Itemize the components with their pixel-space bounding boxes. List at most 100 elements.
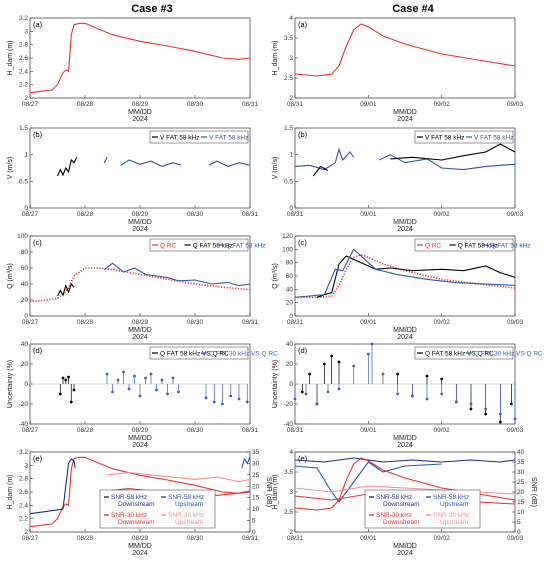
stem-point <box>322 362 326 366</box>
x-tick-label: 09/01 <box>360 211 377 218</box>
y-tick-label: 20 <box>21 361 29 368</box>
series-line <box>294 23 516 77</box>
plot-frame <box>294 127 516 209</box>
legend-sublabel: Upstream <box>175 501 203 508</box>
y-tick-label: 4 <box>289 15 293 22</box>
series-line <box>103 157 108 163</box>
legend-box <box>414 346 514 360</box>
series-line <box>294 457 516 463</box>
stem-point <box>204 396 208 400</box>
stem-point <box>425 397 429 401</box>
series-line <box>390 143 516 161</box>
y-axis-label: H_dam (m) <box>272 474 279 509</box>
x-tick-label: 08/27 <box>22 211 39 218</box>
y2-tick-label: 10 <box>517 509 525 516</box>
x-axis-label: MM/DD <box>128 219 152 226</box>
x-axis-sublabel: 2024 <box>132 442 148 449</box>
y2-tick-label: 35 <box>252 449 260 456</box>
x-tick-label: 09/03 <box>507 535 524 542</box>
x-tick-label: 08/27 <box>22 427 39 434</box>
stem-point <box>440 392 444 396</box>
series-line <box>312 165 329 177</box>
x-tick-label: 08/28 <box>77 319 94 326</box>
stem-point <box>144 376 147 380</box>
legend-label: V FAT 58 kHz <box>209 135 249 142</box>
y-tick-label: 2.2 <box>19 516 28 523</box>
stem-point <box>484 407 488 411</box>
y-axis-label: Q (m³/s) <box>272 263 279 289</box>
stem-point <box>58 392 62 396</box>
stem-point <box>498 412 502 416</box>
x-axis-sublabel: 2024 <box>397 550 413 557</box>
x-tick-label: 08/29 <box>132 535 149 542</box>
x-tick-label: 09/01 <box>360 319 377 326</box>
y2-axis-label: SNR (dB) <box>265 477 272 507</box>
x-tick-label: 08/27 <box>22 101 39 108</box>
x-tick-label: 09/01 <box>360 427 377 434</box>
stem-point <box>454 400 458 404</box>
x-tick-label: 09/01 <box>360 101 377 108</box>
y-tick-label: 2.8 <box>19 42 28 49</box>
plot-frame <box>29 17 251 99</box>
y-tick-label: 2.5 <box>284 75 293 82</box>
y-tick-label: 60 <box>21 265 29 272</box>
x-axis-label: MM/DD <box>393 543 417 550</box>
y-tick-label: -40 <box>284 421 294 428</box>
x-tick-label: 09/02 <box>434 427 451 434</box>
x-axis-label: MM/DD <box>393 219 417 226</box>
legend-label: SNR-30 kHz <box>376 512 412 519</box>
y-tick-label: 3.5 <box>284 469 293 476</box>
y-tick-label: 40 <box>286 341 294 348</box>
y-tick-label: 100 <box>282 246 293 253</box>
case3-e-panel: 2 2.2 2.4 2.6 2.8 3 3.2 0 5 10 15 20 25 30 35 SNR (dB) 0… <box>7 449 272 557</box>
panel-label: (a) <box>33 20 43 29</box>
x-axis-sublabel: 2024 <box>397 442 413 449</box>
y-tick-label: 60 <box>286 273 294 280</box>
stem-point <box>237 397 241 401</box>
y-tick-label: 2.4 <box>19 502 28 509</box>
x-tick-label: 08/31 <box>287 427 304 434</box>
y-axis-label: Uncertainty (%) <box>7 360 14 408</box>
y-tick-label: 0.5 <box>19 178 28 185</box>
stem-point <box>166 392 169 396</box>
x-tick-label: 08/31 <box>287 535 304 542</box>
panel-label: (b) <box>33 130 43 139</box>
stem-point <box>171 376 175 380</box>
case4-d-panel: -40 -20 0 20 40 08/31 09/01 09/02 09/03 MM/DD2024… <box>272 341 543 449</box>
case3-a-panel: 2 2.2 2.4 2.6 2.8 3 3.2 08/27 08/28 08/29 08/30 08/… <box>7 15 259 123</box>
stem-point <box>221 402 224 406</box>
stem-point <box>293 397 297 401</box>
y2-tick-label: 20 <box>517 489 525 496</box>
y2-tick-label: 5 <box>517 519 521 526</box>
legend-box <box>149 130 249 144</box>
y-axis-label: Uncertainty (%) <box>272 360 279 408</box>
y-tick-label: 2.4 <box>19 68 28 75</box>
panel-label: (c) <box>298 238 307 247</box>
x-axis-label: MM/DD <box>128 543 152 550</box>
y2-tick-label: 0 <box>252 529 256 536</box>
y-tick-label: 20 <box>286 300 294 307</box>
x-tick-label: 08/31 <box>287 319 304 326</box>
y-axis-label: Q (m³/s) <box>7 263 14 289</box>
stem-point <box>116 378 120 382</box>
y-tick-label: 0 <box>289 313 293 320</box>
x-axis-sublabel: 2024 <box>397 334 413 341</box>
stem-point <box>337 387 341 391</box>
y2-tick-label: 25 <box>517 479 525 486</box>
stem-point <box>308 372 312 376</box>
y2-tick-label: 35 <box>517 459 525 466</box>
x-tick-label: 08/30 <box>187 427 204 434</box>
panel-label: (b) <box>298 130 308 139</box>
stem-point <box>105 372 109 376</box>
panels: 2 2.2 2.4 2.6 2.8 3 3.2 08/27 08/28 08/29 08/30 08/… <box>7 15 543 557</box>
y-tick-label: 0 <box>24 313 28 320</box>
y-tick-label: 2 <box>289 95 293 102</box>
legend-label: SNR-58 kHz <box>376 494 412 501</box>
series-line <box>316 255 516 298</box>
x-tick-label: 08/27 <box>22 319 39 326</box>
x-tick-label: 08/30 <box>187 211 204 218</box>
stem-point <box>64 378 68 382</box>
case3-title: Case #3 <box>131 3 173 15</box>
series-line <box>106 472 251 483</box>
